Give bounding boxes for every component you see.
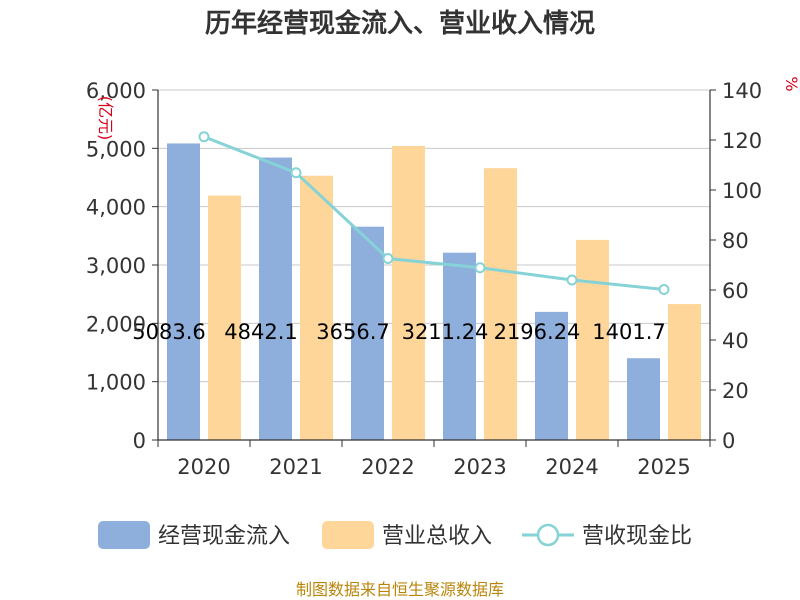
right-tick-label: 120 xyxy=(722,129,762,153)
left-tick-label: 4,000 xyxy=(86,196,146,220)
right-tick-label: 100 xyxy=(722,179,762,203)
grid-lines xyxy=(158,89,710,383)
left-tick-label: 5,000 xyxy=(86,137,146,161)
cash-inflow-data-label: 3656.7 xyxy=(316,320,389,344)
legend-swatch-cash-inflow xyxy=(98,521,150,549)
source-note: 制图数据来自恒生聚源数据库 xyxy=(296,580,504,599)
right-tick-label: 80 xyxy=(722,229,749,253)
bars xyxy=(167,143,701,440)
right-tick-label: 140 xyxy=(722,79,762,103)
legend-swatch-ratio-marker xyxy=(536,523,560,547)
cash-inflow-data-label: 1401.7 xyxy=(592,320,665,344)
right-axis-unit: % xyxy=(782,76,800,91)
ratio-line-path xyxy=(203,135,665,291)
left-tick-label: 2,000 xyxy=(86,312,146,336)
legend-label: 营业总收入 xyxy=(382,524,492,549)
revenue-bar xyxy=(668,304,701,440)
revenue-bar xyxy=(300,175,333,440)
cash-inflow-data-label: 2196.24 xyxy=(494,320,581,344)
right-tick-label: 60 xyxy=(722,279,749,303)
cash-inflow-bar xyxy=(535,311,568,440)
cash-inflow-bar xyxy=(259,157,292,440)
cash-inflow-bar xyxy=(627,358,660,440)
legend-label: 经营现金流入 xyxy=(158,524,290,549)
cash-inflow-data-label: 5083.6 xyxy=(132,320,205,344)
revenue-bar xyxy=(576,239,609,440)
ratio-line xyxy=(198,131,670,295)
x-tick-label: 2023 xyxy=(453,455,506,479)
right-tick-label: 0 xyxy=(722,429,735,453)
left-axis-unit: (亿元) xyxy=(96,96,115,141)
x-tick-label: 2024 xyxy=(545,455,598,479)
legend-label: 营收现金比 xyxy=(582,524,692,549)
revenue-bar xyxy=(208,195,241,440)
cash-inflow-data-label: 3211.24 xyxy=(402,320,489,344)
left-tick-label: 3,000 xyxy=(86,254,146,278)
axes: 0 1,000 2,000 3,000 4,000 5,000 6,000 0 20 40 60 80… xyxy=(86,76,800,479)
revenue-bar xyxy=(484,168,517,440)
ratio-point xyxy=(382,253,394,264)
legend-swatch-revenue xyxy=(322,521,374,549)
left-tick-label: 6,000 xyxy=(86,79,146,103)
left-tick-label: 0 xyxy=(133,429,146,453)
chart-title: 历年经营现金流入、营业收入情况 xyxy=(205,8,595,39)
x-tick-label: 2021 xyxy=(269,455,322,479)
cash-inflow-bar xyxy=(167,143,200,440)
cash-inflow-data-label: 4842.1 xyxy=(224,320,297,344)
cash-inflow-bar xyxy=(443,252,476,440)
x-tick-label: 2025 xyxy=(637,455,690,479)
revenue-bar xyxy=(392,146,425,440)
x-tick-label: 2020 xyxy=(177,455,230,479)
data-labels: 5083.6 4842.1 3656.7 3211.24 2196.24 1401.7 xyxy=(132,320,665,344)
right-tick-label: 40 xyxy=(722,329,749,353)
cash-inflow-bar xyxy=(351,226,384,440)
right-tick-label: 20 xyxy=(722,379,749,403)
ratio-point xyxy=(658,284,670,295)
ratio-point xyxy=(474,262,486,274)
ratio-point xyxy=(290,167,302,179)
ratio-point xyxy=(198,131,210,143)
left-tick-label: 1,000 xyxy=(86,371,146,395)
legend: 经营现金流入 营业总收入 营收现金比 xyxy=(98,521,692,549)
ratio-point xyxy=(566,274,578,286)
x-tick-label: 2022 xyxy=(361,455,414,479)
